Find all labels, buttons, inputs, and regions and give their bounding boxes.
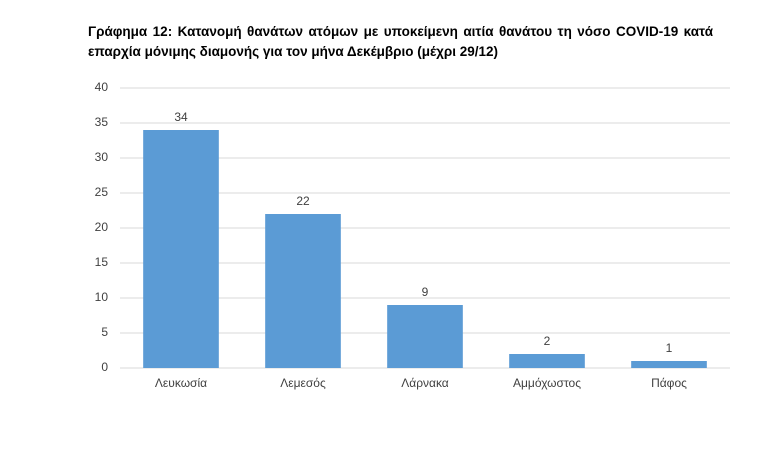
- chart-title: Γράφημα 12: Κατανομή θανάτων ατόμων με υ…: [88, 24, 713, 59]
- x-tick-label: Αμμόχωστος: [513, 376, 581, 390]
- x-tick-label: Λεμεσός: [280, 376, 326, 390]
- bar: [387, 305, 463, 368]
- y-tick-label: 0: [101, 360, 108, 374]
- y-tick-label: 5: [101, 325, 108, 339]
- y-tick-label: 40: [95, 80, 109, 94]
- y-tick-label: 20: [95, 220, 109, 234]
- data-label: 2: [544, 334, 551, 348]
- data-label: 34: [174, 110, 188, 124]
- bar: [143, 130, 219, 368]
- x-tick-label: Λευκωσία: [155, 376, 207, 390]
- y-tick-label: 15: [95, 255, 109, 269]
- bar: [631, 361, 707, 368]
- x-tick-label: Πάφος: [651, 376, 687, 390]
- x-tick-label: Λάρνακα: [401, 376, 449, 390]
- data-label: 22: [296, 194, 310, 208]
- bar: [509, 354, 585, 368]
- data-label: 1: [666, 341, 673, 355]
- bar: [265, 214, 341, 368]
- y-tick-label: 25: [95, 185, 109, 199]
- y-tick-label: 35: [95, 115, 109, 129]
- y-tick-label: 10: [95, 290, 109, 304]
- data-label: 9: [422, 285, 429, 299]
- y-tick-label: 30: [95, 150, 109, 164]
